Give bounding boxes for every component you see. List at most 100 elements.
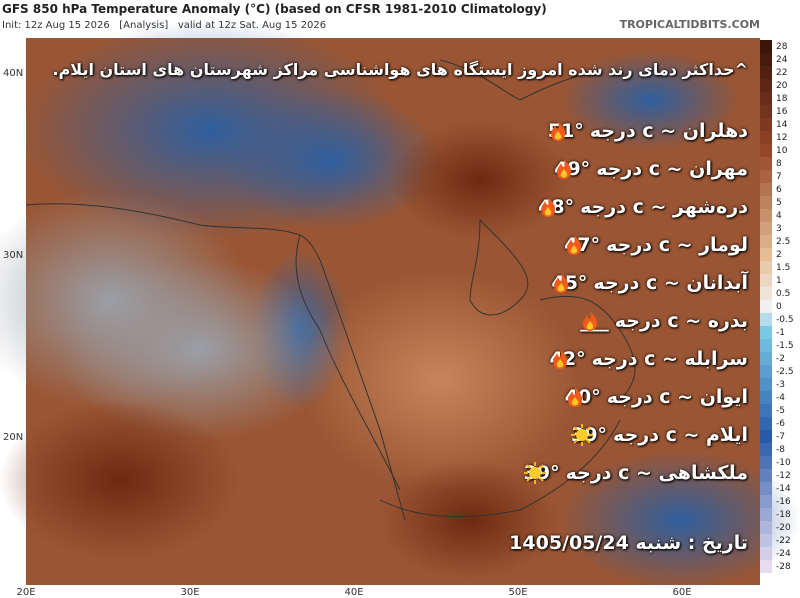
colorbar-label: -5 — [776, 406, 785, 416]
colorbar-cell — [760, 469, 772, 482]
colorbar-label: 14 — [776, 120, 788, 130]
colorbar-label: 6 — [776, 185, 782, 195]
colorbar-cell — [760, 560, 772, 573]
station-row: 39° ایلام ~ c درجه — [571, 424, 748, 446]
colorbar-cell — [760, 547, 772, 560]
station-row: 47° لومار ~ c درجه — [564, 234, 748, 256]
colorbar-cell — [760, 40, 772, 53]
lon-label: 20E — [16, 587, 35, 598]
station-row: 40° ایوان ~ c درجه — [565, 386, 748, 408]
colorbar-cell — [760, 521, 772, 534]
colorbar-label: 0.5 — [776, 289, 790, 299]
colorbar-cell — [760, 66, 772, 79]
station-text: مهران ~ c درجه — [596, 158, 748, 180]
colorbar-label: -20 — [776, 523, 791, 533]
colorbar-cell — [760, 235, 772, 248]
station-text: بدره ~ c درجه — [614, 310, 748, 332]
station-text: دره‌شهر ~ c درجه — [580, 196, 748, 218]
colorbar-cell — [760, 391, 772, 404]
colorbar-label: -14 — [776, 484, 791, 494]
coastlines — [25, 59, 636, 521]
colorbar-label: -28 — [776, 562, 791, 572]
colorbar-cell — [760, 170, 772, 183]
colorbar-label: 5 — [776, 198, 782, 208]
station-text: لومار ~ c درجه — [606, 234, 748, 256]
colorbar-cell — [760, 287, 772, 300]
station-row: 45° آبدانان ~ c درجه — [551, 272, 748, 294]
station-text: دهلران ~ c درجه — [589, 120, 748, 142]
colorbar-cell — [760, 508, 772, 521]
fire-icon — [550, 121, 566, 141]
site: TROPICALTIDBITS.COM — [619, 18, 760, 31]
fire-icon — [583, 311, 598, 331]
colorbar-label: -12 — [776, 471, 791, 481]
colorbar-label: -3 — [776, 380, 785, 390]
map-field — [0, 20, 800, 590]
lat-label: 40N — [3, 68, 23, 79]
colorbar-label: -2.5 — [776, 367, 794, 377]
colorbar-label: -8 — [776, 445, 785, 455]
colorbar-label: 10 — [776, 146, 788, 156]
colorbar-cell — [760, 183, 772, 196]
colorbar-label: 2.5 — [776, 237, 790, 247]
heading: ^حداکثر دمای رند شده امروز ایستگاه های ه… — [52, 60, 748, 79]
colorbar-label: -4 — [776, 393, 785, 403]
colorbar-label: -1.5 — [776, 341, 794, 351]
colorbar-label: 18 — [776, 94, 788, 104]
fire-icon — [552, 349, 567, 369]
station-row: 49° مهران ~ c درجه — [554, 158, 748, 180]
station-row: 51° دهلران ~ c درجه — [548, 120, 748, 142]
fire-icon — [567, 387, 582, 407]
lon-label: 30E — [180, 587, 199, 598]
colorbar-cell — [760, 79, 772, 92]
colorbar-cell — [760, 131, 772, 144]
colorbar-label: -0.5 — [776, 315, 794, 325]
colorbar-cell — [760, 456, 772, 469]
colorbar-cell — [760, 443, 772, 456]
colorbar-label: 4 — [776, 211, 782, 221]
colorbar-cell — [760, 378, 772, 391]
colorbar-label: -16 — [776, 497, 791, 507]
fire-icon — [557, 159, 572, 179]
station-text: ملکشاهی ~ c درجه — [565, 462, 748, 484]
colorbar-label: -18 — [776, 510, 791, 520]
colorbar-cell — [760, 352, 772, 365]
station-text: سرابله ~ c درجه — [591, 348, 748, 370]
lon-label: 50E — [508, 587, 527, 598]
colorbar-cell — [760, 326, 772, 339]
colorbar-label: 3 — [776, 224, 782, 234]
colorbar-cell — [760, 365, 772, 378]
colorbar-label: 16 — [776, 107, 788, 117]
lat-label: 20N — [3, 432, 23, 443]
lon-label: 40E — [344, 587, 363, 598]
colorbar-label: 8 — [776, 159, 782, 169]
colorbar-cell — [760, 222, 772, 235]
colorbar-label: 28 — [776, 42, 788, 52]
colorbar-label: -7 — [776, 432, 785, 442]
colorbar-cell — [760, 105, 772, 118]
colorbar-cell — [760, 300, 772, 313]
colorbar-cell — [760, 417, 772, 430]
colorbar-cell — [760, 404, 772, 417]
title: GFS 850 hPa Temperature Anomaly (°C) (ba… — [2, 2, 547, 16]
lon-label: 60E — [672, 587, 691, 598]
station-row: 48° دره‌شهر ~ c درجه — [538, 196, 748, 218]
station-text: آبدانان ~ c درجه — [593, 272, 748, 294]
colorbar-cell — [760, 534, 772, 547]
colorbar-label: -6 — [776, 419, 785, 429]
date: تاریخ : شنبه 1405/05/24 — [509, 532, 748, 554]
colorbar-cell — [760, 339, 772, 352]
fire-icon — [567, 235, 582, 255]
colorbar-cell — [760, 209, 772, 222]
colorbar-label: -2 — [776, 354, 785, 364]
colorbar-cell — [760, 196, 772, 209]
station-row: 39° ملکشاهی ~ c درجه — [523, 462, 748, 484]
colorbar-cell — [760, 313, 772, 326]
colorbar-label: 1.5 — [776, 263, 790, 273]
fire-icon — [541, 197, 556, 217]
colorbar-cell — [760, 144, 772, 157]
colorbar-cell — [760, 53, 772, 66]
colorbar-cell — [760, 495, 772, 508]
